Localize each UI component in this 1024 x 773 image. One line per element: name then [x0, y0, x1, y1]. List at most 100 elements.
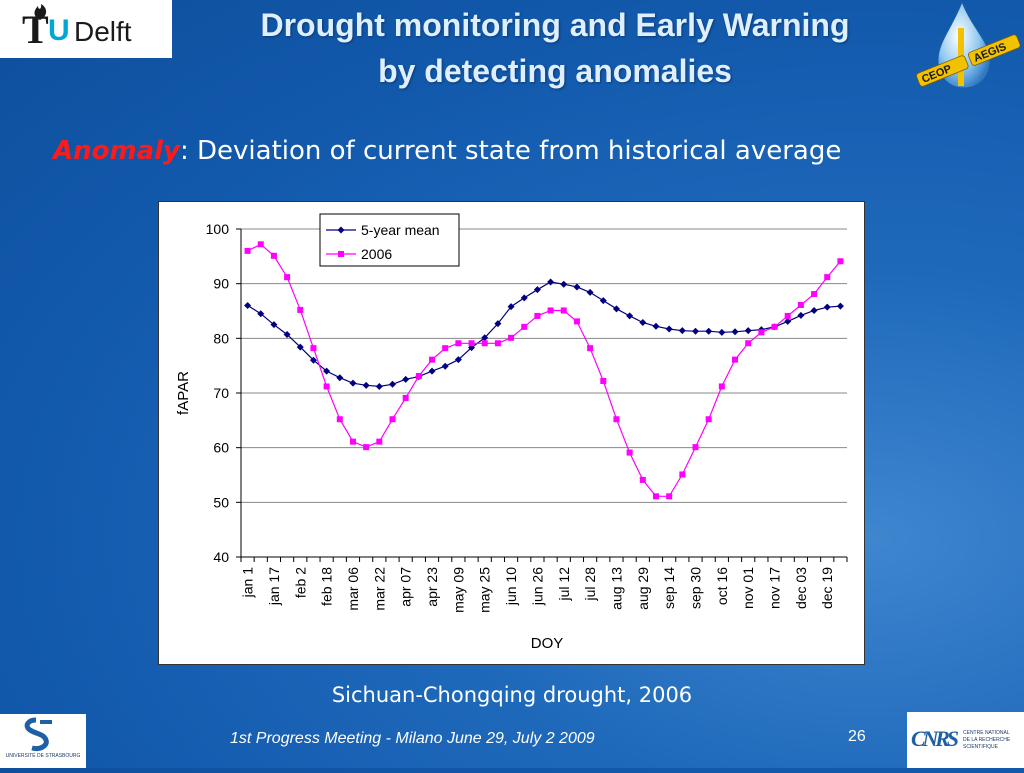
y2006-point: [560, 307, 567, 314]
y-axis-label: fAPAR: [175, 371, 192, 415]
y2006-point: [481, 340, 488, 347]
x-tick-label: jul 28: [582, 567, 598, 602]
mean-point: [652, 322, 660, 330]
mean-point: [705, 327, 713, 335]
y2006-point: [758, 329, 765, 336]
legend-label: 5-year mean: [361, 222, 440, 238]
fapar-line-chart: 40 50 60 70 80 90 100 jan 1 jan 17 feb 2 feb 18 ma…: [175, 213, 848, 652]
y-tick-label: 90: [213, 276, 229, 292]
y2006-point: [284, 274, 291, 281]
cnrs-line-3: SCIENTIFIQUE: [963, 744, 999, 750]
cnrs-line-2: DE LA RECHERCHE: [963, 737, 1011, 743]
tudelft-u: U: [48, 14, 70, 47]
cnrs-mark: CNRS: [911, 726, 959, 751]
y2006-point: [363, 444, 370, 451]
flame-icon: [34, 4, 47, 20]
y2006-point: [613, 416, 620, 423]
legend-marker: [338, 251, 344, 257]
mean-point: [639, 318, 647, 326]
y2006-point: [652, 493, 659, 500]
y2006-point: [468, 340, 475, 347]
x-axis-label: DOY: [531, 635, 564, 652]
anomaly-definition: Anomaly: Deviation of current state from…: [53, 136, 841, 166]
y2006-point: [626, 449, 633, 456]
mean-point: [336, 374, 344, 382]
y2006-point: [666, 493, 673, 500]
y2006-point: [573, 318, 580, 325]
mean-point: [283, 331, 291, 339]
x-tick-label: feb 2: [292, 567, 308, 598]
x-tick-label: apr 07: [398, 567, 414, 607]
mean-point: [375, 382, 383, 390]
x-tick-label: dec 19: [819, 567, 835, 609]
title-line-1: Drought monitoring and Early Warning: [260, 7, 850, 43]
strasbourg-logo: UNIVERSITÉ DE STRASBOURG: [0, 714, 86, 768]
x-tick-label: jul 12: [556, 567, 572, 602]
mean-point: [481, 334, 489, 342]
y2006-point: [336, 416, 343, 423]
y2006-point: [600, 377, 607, 384]
y2006-point: [705, 416, 712, 423]
x-tick-label: feb 18: [319, 567, 335, 606]
y2006-point: [771, 323, 778, 330]
x-tick-label: jun 10: [503, 567, 519, 606]
y2006-point: [376, 438, 383, 445]
mean-point: [573, 283, 581, 291]
mean-point: [744, 327, 752, 335]
x-tick-label: nov 01: [740, 567, 756, 609]
mean-point: [309, 356, 317, 364]
mean-point: [468, 344, 476, 352]
title-line-2: by detecting anomalies: [378, 53, 732, 89]
y2006-point: [745, 340, 752, 347]
cnrs-logo: CNRS CENTRE NATIONAL DE LA RECHERCHE SCI…: [907, 712, 1024, 768]
ceop-aegis-logo: CEOP AEGIS: [916, 0, 1021, 89]
mean-point: [533, 286, 541, 294]
mean-point: [244, 302, 252, 310]
y2006-point: [402, 394, 409, 401]
x-tick-label: aug 29: [635, 567, 651, 610]
mean-point: [797, 311, 805, 319]
mean-point: [507, 303, 515, 311]
mean-point: [731, 328, 739, 336]
y2006-point: [297, 306, 304, 313]
x-tick-label: jun 26: [529, 567, 545, 606]
footer-text: 1st Progress Meeting - Milano June 29, J…: [230, 730, 595, 747]
mean-point: [349, 379, 357, 387]
mean-point: [547, 278, 555, 286]
x-tick-label: jan 1: [240, 567, 256, 599]
mean-point: [586, 288, 594, 296]
y2006-point: [534, 312, 541, 319]
y-tick-label: 100: [206, 221, 230, 237]
cnrs-line-1: CENTRE NATIONAL: [963, 730, 1010, 736]
mean-point: [389, 380, 396, 388]
mean-point: [718, 328, 726, 336]
y2006-point: [442, 345, 449, 352]
y-tick-label: 50: [213, 494, 229, 510]
x-tick-label: apr 23: [424, 567, 440, 607]
y2006-point: [270, 252, 277, 259]
mean-point: [836, 302, 844, 310]
tudelft-logo: T U Delft: [0, 0, 172, 58]
mean-point: [784, 317, 792, 325]
mean-point: [494, 320, 502, 328]
y2006-point: [323, 383, 330, 390]
legend-label: 2006: [361, 246, 392, 262]
y2006-point: [692, 444, 699, 451]
y2006-point: [455, 340, 462, 347]
x-tick-label: may 25: [477, 567, 493, 613]
mean-point: [402, 375, 410, 383]
x-tick-label: jan 17: [266, 567, 282, 606]
mean-point: [692, 327, 699, 335]
mean-point: [296, 343, 304, 351]
x-tick-label: dec 03: [793, 567, 809, 609]
x-tick-label: sep 14: [661, 567, 677, 609]
mean-point: [257, 310, 265, 318]
tudelft-text: Delft: [74, 16, 132, 47]
mean-point: [454, 356, 462, 364]
mean-point: [441, 362, 449, 370]
mean-point: [362, 381, 370, 389]
y2006-point: [415, 373, 422, 380]
mean-point: [626, 312, 634, 320]
y2006-point: [824, 274, 831, 281]
y2006-point: [547, 307, 554, 314]
